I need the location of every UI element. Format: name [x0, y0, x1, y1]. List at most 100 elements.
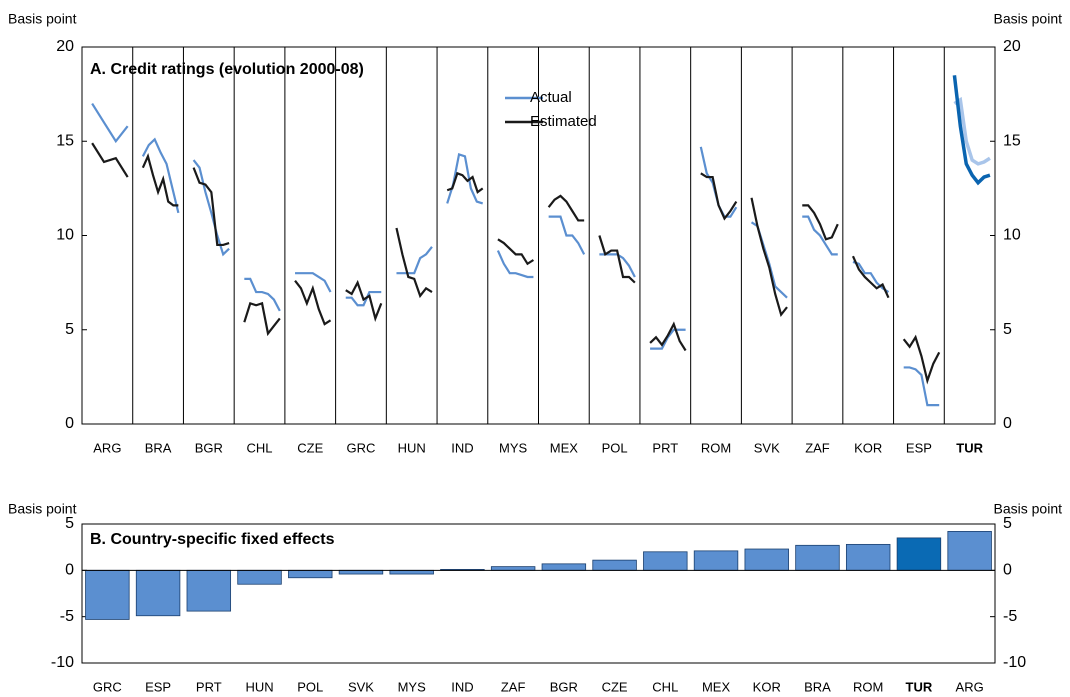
series-line — [396, 246, 433, 275]
x-tick-label: BGR — [195, 440, 223, 455]
x-tick-label: TUR — [956, 440, 983, 455]
series-line — [851, 255, 890, 299]
x-tick-label: CZE — [297, 440, 323, 455]
x-tick-label: HUN — [398, 440, 426, 455]
y-tick-label: 0 — [65, 415, 74, 432]
x-tick-label: PRT — [196, 679, 222, 694]
series-line — [91, 102, 129, 144]
x-tick-label: MYS — [398, 679, 427, 694]
series-line — [903, 366, 940, 407]
y-tick-label: -10 — [51, 654, 74, 671]
y2-tick-label: 20 — [1003, 38, 1021, 55]
x-tick-label: BGR — [550, 679, 578, 694]
y2-tick-label: 5 — [1003, 515, 1012, 532]
bar — [237, 569, 282, 585]
plot-frame — [81, 523, 996, 664]
series-line — [243, 301, 281, 337]
series-line — [852, 260, 890, 293]
series-line — [599, 253, 636, 278]
series-line — [496, 250, 534, 279]
y2-axis-label: Basis point — [994, 11, 1063, 27]
series-line — [141, 137, 180, 214]
legend-label: Actual — [530, 89, 572, 106]
x-tick-label: MEX — [702, 679, 731, 694]
series-line — [295, 272, 332, 293]
series-line — [598, 235, 636, 284]
bar — [896, 537, 942, 571]
bar — [85, 569, 130, 620]
series-line — [141, 153, 179, 207]
series-line — [649, 321, 687, 352]
bar — [186, 569, 232, 612]
series-line — [192, 159, 230, 257]
bar — [592, 559, 637, 571]
bar — [795, 544, 840, 571]
series-line — [395, 227, 433, 299]
x-tick-label: SVK — [348, 679, 374, 694]
bar — [744, 548, 789, 571]
bar — [541, 563, 587, 571]
y2-tick-label: 0 — [1003, 415, 1012, 432]
series-line — [548, 215, 586, 255]
series-line — [700, 172, 738, 221]
bar — [845, 543, 891, 571]
x-tick-label: ZAF — [501, 679, 526, 694]
series-line — [952, 75, 991, 186]
y-tick-label: 5 — [65, 515, 74, 532]
y-axis-label: Basis point — [8, 11, 77, 27]
x-tick-label: POL — [297, 679, 323, 694]
y2-tick-label: 15 — [1003, 132, 1021, 149]
series-line — [953, 96, 991, 166]
x-tick-label: BRA — [804, 679, 831, 694]
series-line — [345, 279, 383, 322]
x-tick-label: TUR — [906, 679, 933, 694]
x-tick-label: KOR — [753, 679, 781, 694]
bar — [947, 531, 992, 571]
y-tick-label: 5 — [65, 321, 74, 338]
y2-tick-label: -5 — [1003, 608, 1017, 625]
x-tick-label: SVK — [754, 440, 780, 455]
x-tick-label: POL — [602, 440, 628, 455]
series-line — [802, 204, 839, 241]
x-tick-label: ZAF — [805, 440, 830, 455]
series-line — [802, 215, 838, 256]
x-tick-label: BRA — [145, 440, 172, 455]
y-tick-label: -5 — [60, 608, 74, 625]
x-tick-label: GRC — [347, 440, 376, 455]
x-tick-label: ROM — [701, 440, 731, 455]
x-tick-label: ESP — [906, 440, 932, 455]
series-line — [902, 334, 941, 385]
y2-tick-label: 0 — [1003, 562, 1012, 579]
series-line — [345, 290, 382, 307]
x-tick-label: ARG — [956, 679, 984, 694]
x-tick-label: PRT — [652, 440, 678, 455]
chart-title: B. Country-specific fixed effects — [90, 531, 335, 548]
bar — [288, 569, 333, 579]
y-tick-label: 0 — [65, 562, 74, 579]
series-line — [446, 171, 484, 194]
y2-axis-label: Basis point — [994, 501, 1063, 517]
series-line — [192, 167, 230, 247]
x-tick-label: CHL — [652, 679, 678, 694]
series-line — [497, 238, 535, 266]
bar — [338, 569, 384, 575]
y-tick-label: 10 — [56, 227, 74, 244]
x-tick-label: KOR — [854, 440, 882, 455]
y2-tick-label: 5 — [1003, 321, 1012, 338]
chart-title: A. Credit ratings (evolution 2000-08) — [90, 61, 364, 78]
y-tick-label: 15 — [56, 132, 74, 149]
y-axis-label: Basis point — [8, 501, 77, 517]
x-tick-label: MYS — [499, 440, 528, 455]
x-tick-label: GRC — [93, 679, 122, 694]
y-tick-label: 20 — [56, 38, 74, 55]
x-tick-label: CHL — [247, 440, 273, 455]
bar — [643, 551, 688, 571]
bar — [490, 566, 536, 571]
series-line — [294, 280, 332, 326]
x-tick-label: CZE — [602, 679, 628, 694]
series-line — [750, 221, 788, 299]
x-tick-label: MEX — [550, 440, 579, 455]
y2-tick-label: 10 — [1003, 227, 1021, 244]
bar — [693, 550, 739, 571]
x-tick-label: ROM — [853, 679, 883, 694]
